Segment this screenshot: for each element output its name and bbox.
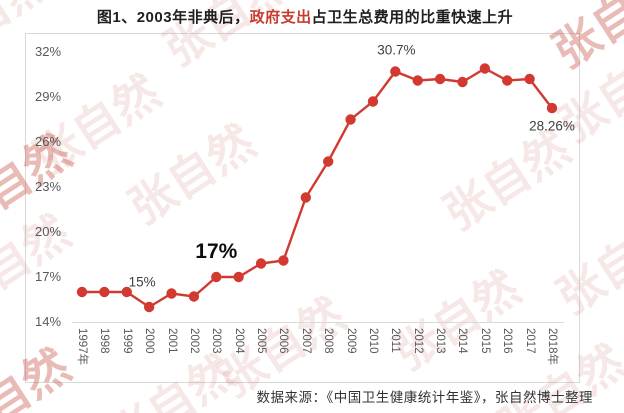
y-tick-label: 17% [35,269,62,284]
x-tick-label: 2011 [389,328,402,353]
x-tick-label: 2012 [411,328,424,354]
x-tick-label: 2006 [277,328,290,354]
x-tick-label: 2005 [255,328,268,354]
data-point-2003 [211,271,222,283]
y-tick-label: 26% [35,134,62,149]
x-tick-label: 2002 [187,328,200,354]
x-tick-label: 2007 [299,328,312,354]
data-label-2011: 30.7% [377,42,416,57]
data-point-2007 [300,192,312,203]
y-tick-label: 14% [35,314,62,329]
x-tick-label: 2016 [501,328,514,354]
source-note: 数据来源：《中国卫生健康统计年鉴》，张自然博士整理 [256,390,593,405]
x-tick-label: 2014 [456,328,469,354]
data-point-1997 [76,286,88,298]
y-tick-label: 20% [35,224,62,239]
x-tick-label: 2000 [143,328,156,354]
data-point-2015 [479,63,491,74]
x-tick-label: 2015 [478,328,491,354]
data-point-2001 [166,288,177,299]
data-point-1998 [99,286,110,298]
x-tick-label: 1997年 [76,328,88,366]
data-point-2000 [143,301,155,313]
chart-title-prefix: 图1、2003年非典后， [96,9,250,26]
data-point-2012 [412,75,423,86]
data-point-2014 [457,76,468,88]
series-line [82,67,553,309]
data-point-2017 [524,73,535,85]
data-point-2018 [546,102,558,114]
data-point-1999 [121,286,132,298]
data-point-2013 [434,73,446,85]
x-tick-label: 1999 [120,328,133,354]
chart-title: 图1、2003年非典后，政府支出占卫生总费用的比重快速上升 [0,6,624,27]
y-tick-label: 23% [35,179,62,194]
x-tick-label: 2018年 [546,328,558,366]
chart-title-highlight: 政府支出 [249,9,312,26]
data-point-2008 [322,156,334,167]
data-label-2000: 15% [128,274,156,290]
x-tick-label: 2008 [322,328,335,354]
data-point-2010 [367,96,379,107]
data-point-2006 [278,255,289,266]
data-point-2005 [255,258,267,269]
data-label-2018: 28.26% [529,118,575,134]
data-point-2016 [502,75,513,86]
data-point-2002 [188,291,200,302]
data-point-2004 [233,271,244,283]
x-tick-label: 1998 [98,328,111,354]
x-tick-label: 2013 [434,328,447,354]
x-tick-label: 2009 [344,328,357,354]
x-tick-label: 2010 [366,328,379,354]
data-point-2009 [345,114,356,125]
x-axis-line [72,322,564,323]
x-tick-label: 2003 [210,328,223,354]
x-tick-label: 2001 [165,328,178,354]
x-tick-label: 2004 [232,328,245,354]
chart-title-suffix: 占卫生总费用的比重快速上升 [311,9,514,26]
y-tick-label: 32% [35,44,62,59]
y-tick-label: 29% [35,89,62,104]
data-label-2003: 17% [195,240,238,263]
data-point-2011 [390,66,401,77]
x-tick-label: 2017 [523,328,536,354]
